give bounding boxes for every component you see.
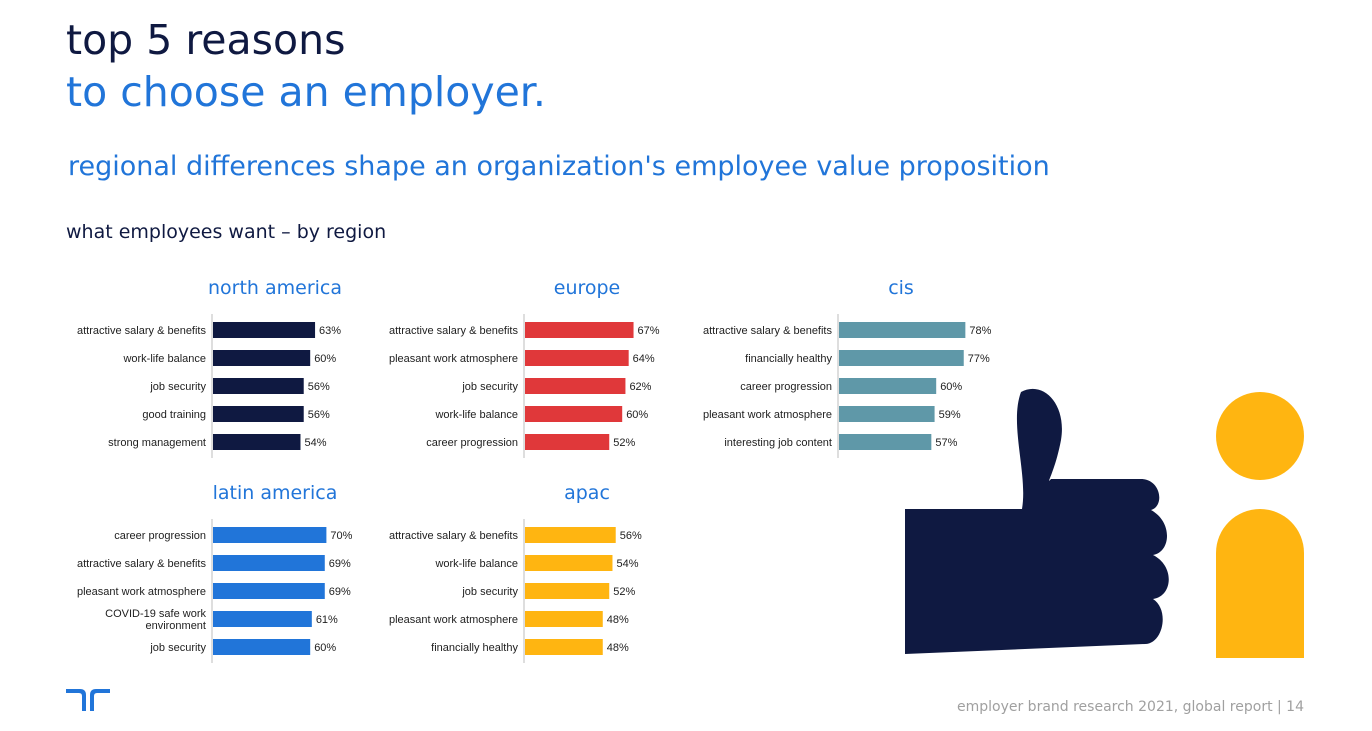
chart-cis-value-label: 60% [940, 381, 962, 393]
chart-latin-america-bar [213, 527, 327, 543]
chart-north-america-value-label: 54% [304, 437, 326, 449]
page-title-line-2: to choose an employer. [66, 68, 546, 116]
chart-europe-bar [525, 406, 623, 422]
page-title-line-1: top 5 reasons [66, 16, 346, 64]
chart-cis-value-label: 77% [968, 353, 990, 365]
chart-europe-category-label: attractive salary & benefits [389, 325, 519, 337]
chart-europe-title: europe [554, 277, 621, 299]
chart-europe-category-label: work-life balance [434, 409, 518, 421]
chart-apac-category-label: pleasant work atmosphere [389, 614, 518, 626]
chart-apac-category-label: financially healthy [431, 642, 518, 654]
chart-apac-value-label: 54% [616, 558, 638, 570]
chart-apac-category-label: work-life balance [434, 558, 518, 570]
chart-latin-america-bar [213, 583, 325, 599]
chart-latin-america-value-label: 60% [314, 642, 336, 654]
chart-apac-value-label: 52% [613, 586, 635, 598]
chart-cis-category-label: career progression [740, 381, 832, 393]
chart-latin-america-category-label: job security [149, 642, 206, 654]
chart-apac-value-label: 56% [620, 530, 642, 542]
chart-north-america-category-label: job security [149, 381, 206, 393]
chart-europe-value-label: 62% [629, 381, 651, 393]
chart-cis-value-label: 59% [939, 409, 961, 421]
chart-europe-value-label: 52% [613, 437, 635, 449]
chart-europe: europe attractive salary & benefits 67% ple… [389, 277, 660, 458]
chart-latin-america-value-label: 61% [316, 614, 338, 626]
chart-cis-category-label: financially healthy [745, 353, 832, 365]
chart-north-america-value-label: 63% [319, 325, 341, 337]
chart-apac-category-label: job security [461, 586, 518, 598]
chart-apac-bar [525, 583, 610, 599]
chart-cis-bar [839, 378, 937, 394]
chart-north-america-bar [213, 322, 316, 338]
chart-latin-america-bar [213, 555, 325, 571]
chart-north-america-bar [213, 378, 304, 394]
chart-europe-category-label: career progression [426, 437, 518, 449]
chart-latin-america: latin america career progression 70% attrac… [77, 482, 353, 663]
person-icon [1216, 392, 1304, 658]
chart-europe-value-label: 67% [638, 325, 660, 337]
chart-europe-category-label: pleasant work atmosphere [389, 353, 518, 365]
chart-cis-category-label: pleasant work atmosphere [703, 409, 832, 421]
chart-cis: cis attractive salary & benefits 78% financ… [703, 277, 992, 458]
section-label: what employees want – by region [66, 221, 387, 243]
chart-north-america-value-label: 56% [308, 409, 330, 421]
chart-cis-title: cis [888, 277, 914, 299]
chart-apac-category-label: attractive salary & benefits [389, 530, 519, 542]
chart-europe-bar [525, 434, 610, 450]
chart-north-america: north america attractive salary & benefit… [77, 277, 342, 458]
chart-europe-value-label: 64% [633, 353, 655, 365]
chart-latin-america-bar [213, 639, 311, 655]
thumbs-up-icon [905, 388, 1169, 654]
chart-north-america-category-label: strong management [108, 437, 206, 449]
chart-europe-bar [525, 322, 634, 338]
chart-cis-bar [839, 322, 966, 338]
chart-north-america-title: north america [208, 277, 342, 299]
chart-cis-bar [839, 350, 964, 366]
chart-cis-category-label: interesting job content [724, 437, 832, 449]
chart-north-america-bar [213, 350, 311, 366]
chart-europe-value-label: 60% [626, 409, 648, 421]
chart-north-america-value-label: 60% [314, 353, 336, 365]
chart-cis-bar [839, 434, 932, 450]
chart-north-america-category-label: attractive salary & benefits [77, 325, 207, 337]
chart-north-america-bar [213, 434, 301, 450]
chart-latin-america-bar [213, 611, 312, 627]
chart-apac-bar [525, 555, 613, 571]
chart-apac-bar [525, 611, 603, 627]
chart-latin-america-category-label: career progression [114, 530, 206, 542]
chart-latin-america-category-label: pleasant work atmosphere [77, 586, 206, 598]
chart-apac-value-label: 48% [607, 642, 629, 654]
chart-north-america-category-label: work-life balance [122, 353, 206, 365]
chart-apac-bar [525, 639, 603, 655]
chart-cis-value-label: 78% [969, 325, 991, 337]
chart-apac-title: apac [564, 482, 610, 504]
chart-latin-america-category-label: COVID-19 safe work environment [105, 608, 206, 632]
chart-europe-category-label: job security [461, 381, 518, 393]
randstad-logo-icon [66, 689, 110, 711]
footer-text: employer brand research 2021, global rep… [956, 699, 1304, 715]
chart-apac: apac attractive salary & benefits 56% work-… [389, 482, 642, 663]
chart-latin-america-value-label: 70% [330, 530, 352, 542]
chart-north-america-value-label: 56% [308, 381, 330, 393]
chart-latin-america-category-label: attractive salary & benefits [77, 558, 207, 570]
page-subtitle: regional differences shape an organizati… [68, 151, 1050, 182]
chart-latin-america-value-label: 69% [329, 558, 351, 570]
chart-apac-value-label: 48% [607, 614, 629, 626]
chart-apac-bar [525, 527, 616, 543]
chart-north-america-category-label: good training [142, 409, 206, 421]
chart-europe-bar [525, 378, 626, 394]
chart-cis-value-label: 57% [935, 437, 957, 449]
chart-latin-america-title: latin america [213, 482, 338, 504]
chart-europe-bar [525, 350, 629, 366]
chart-latin-america-value-label: 69% [329, 586, 351, 598]
chart-north-america-bar [213, 406, 304, 422]
chart-cis-bar [839, 406, 935, 422]
chart-cis-category-label: attractive salary & benefits [703, 325, 833, 337]
